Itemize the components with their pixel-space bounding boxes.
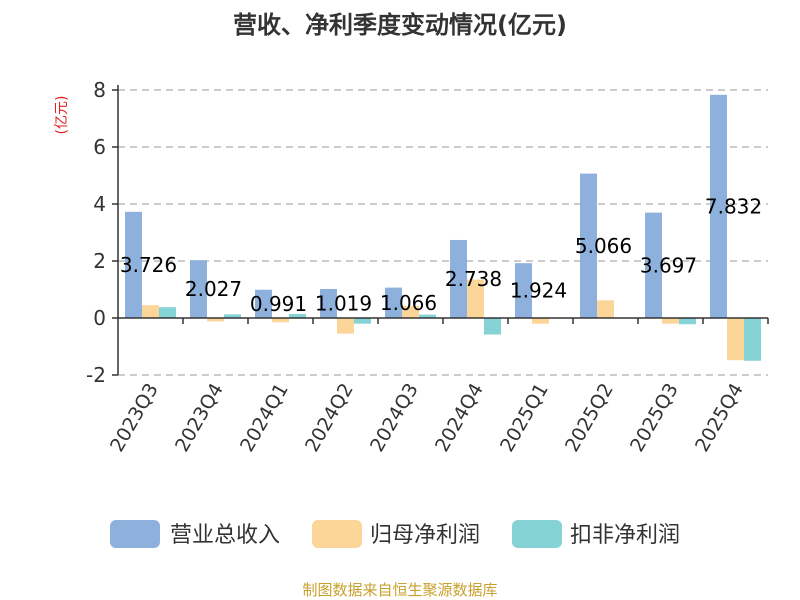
bar-2023Q3-s1 [142,305,159,318]
data-label: 1.924 [510,279,567,303]
data-label: 5.066 [575,234,632,258]
x-tick-label: 2024Q4 [431,380,488,456]
data-label: 3.697 [640,253,697,277]
bar-2024Q4-s1 [467,279,484,318]
bar-2024Q3-s0 [385,287,402,318]
bar-2024Q2-s1 [337,318,354,334]
bar-2024Q2-s2 [354,318,371,324]
source-note: 制图数据来自恒生聚源数据库 [302,581,497,599]
legend-label: 扣非净利润 [570,523,680,548]
legend: 营业总收入 归母净利润 扣非净利润 [110,520,680,548]
bar-2023Q3-s0 [125,211,142,318]
data-label: 2.027 [185,277,242,301]
y-tick-label: 6 [93,135,106,159]
bars [125,94,761,361]
bar-2025Q2-s1 [597,300,614,318]
chart-title: 营收、净利季度变动情况(亿元) [233,11,567,39]
x-tick-label: 2024Q1 [236,380,293,456]
legend-swatch [110,520,160,548]
x-tick-label: 2023Q3 [106,380,163,456]
y-tick-label: 8 [93,78,106,102]
bar-2025Q4-s1 [727,318,744,361]
x-tick-label: 2024Q2 [301,380,358,456]
bar-2025Q3-s0 [645,212,662,318]
data-label: 1.066 [380,291,437,315]
bar-2023Q3-s2 [159,307,176,318]
legend-swatch [512,520,562,548]
bar-2025Q3-s2 [679,318,696,325]
data-label: 0.991 [250,292,307,316]
x-tick-label: 2025Q2 [561,380,618,456]
bar-2025Q1-s1 [532,318,549,324]
x-tick-label: 2025Q4 [691,380,748,456]
data-label: 1.019 [315,291,372,315]
y-axis-unit-label: (亿元) [54,96,70,135]
bar-2024Q3-s2 [419,314,436,318]
bar-2025Q2-s0 [580,173,597,318]
x-tick-label: 2025Q3 [626,380,683,456]
bar-2024Q1-s0 [255,289,272,318]
bar-2024Q1-s2 [289,314,306,318]
bar-2023Q4-s1 [207,318,224,322]
bar-2025Q3-s1 [662,318,679,324]
bar-2025Q1-s0 [515,263,532,318]
bar-2024Q4-s2 [484,318,501,335]
data-label: 2.738 [445,267,502,291]
legend-label: 归母净利润 [370,523,480,548]
bar-2023Q4-s0 [190,260,207,318]
y-tick-label: 4 [93,192,106,216]
bar-2023Q4-s2 [224,314,241,318]
legend-swatch [312,520,362,548]
bar-2024Q3-s1 [402,306,419,318]
x-tick-label: 2023Q4 [171,380,228,456]
y-tick-label: -2 [86,363,106,387]
bar-2024Q2-s0 [320,288,337,318]
bar-2025Q4-s2 [744,318,761,361]
data-label: 7.832 [705,194,762,218]
legend-label: 营业总收入 [170,523,280,548]
y-tick-label: 0 [93,306,106,330]
bar-2025Q4-s0 [710,94,727,319]
bar-2024Q4-s0 [450,239,467,318]
y-tick-label: 2 [93,249,106,273]
bar-2024Q1-s1 [272,318,289,323]
data-labels: 3.726 2.027 0.991 1.019 1.066 2.738 1.924 5.066… [120,194,762,315]
data-label: 3.726 [120,253,177,277]
x-tick-label: 2025Q1 [496,380,553,456]
grid-lines [118,89,768,376]
x-tick-label: 2024Q3 [366,380,423,456]
